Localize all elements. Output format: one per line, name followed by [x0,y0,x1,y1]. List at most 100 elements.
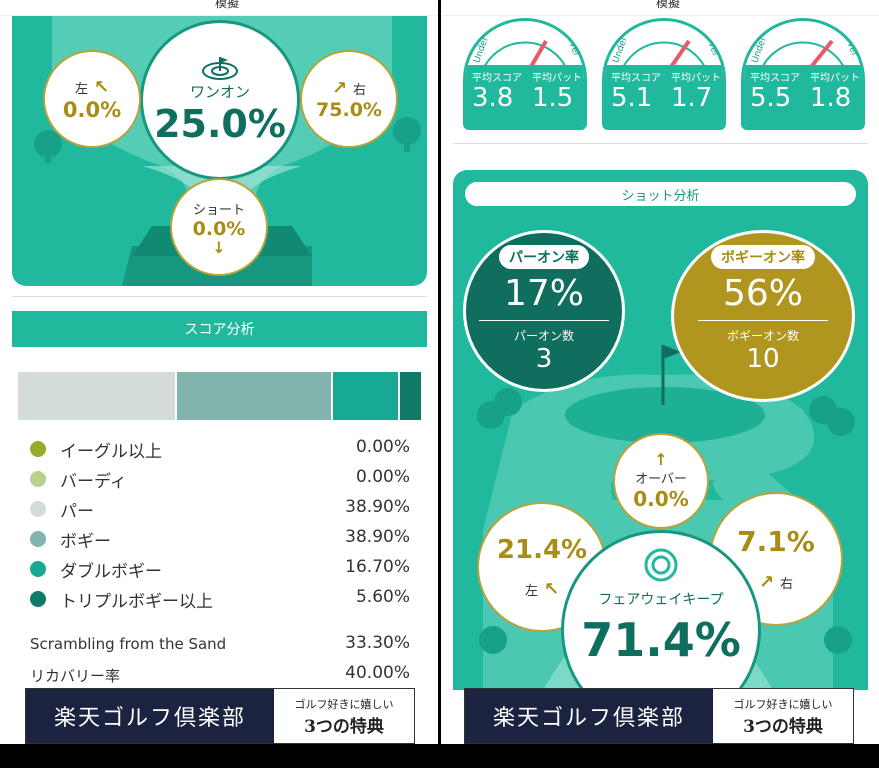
banner-sub-top: ゴルフ好きに嬉しい [294,697,394,711]
right-fairway-miss-label: 右 [780,577,794,592]
par-on-label: パーオン率 [499,245,589,269]
rakuten-golf-banner[interactable]: 楽天ゴルフ倶楽部 ゴルフ好きに嬉しい 3つの特典 [464,688,854,744]
score-item: パー 38.90% [30,497,410,522]
bogey-on-count: 10 [746,344,780,374]
legend-dot [30,561,46,577]
over-miss-circle: ↑ オーバー 0.0% [613,433,709,529]
one-on-label: ワンオン [189,82,250,101]
score-bar-segment [174,372,332,420]
extra-stat-value: 33.30% [345,633,410,653]
over-miss-value: 0.0% [633,486,689,511]
banner-sub-top: ゴルフ好きに嬉しい [733,697,833,711]
score-item-label: トリプルボギー以上 [60,592,213,612]
curve-arrow-right-icon: ↗ [331,77,348,99]
bogey-on-value: 56% [722,273,803,314]
score-section-header: スコア分析 [12,311,427,347]
hole-gauge: Under Over 平均スコア 平均パット 3.8 1.5 [463,18,587,130]
short-miss-circle: ショート 0.0% ↓ [170,178,268,276]
avg-score-label: 平均スコア [750,73,800,84]
par-on-count-label: パーオン数 [513,329,574,343]
short-miss-label: ショート [192,202,245,218]
left-miss-value: 0.0% [62,97,122,122]
score-item-label: ボギー [60,532,111,552]
header-title: 模擬 [215,0,240,10]
score-item-value: 38.90% [345,527,410,547]
short-miss-value: 0.0% [192,217,246,240]
score-item: ダブルボギー 16.70% [30,557,410,582]
score-item: ボギー 38.90% [30,527,410,552]
shot-section-title: ショット分析 [621,188,700,204]
score-bar-segment [18,372,175,420]
avg-score-label: 平均スコア [611,73,661,84]
par-on-count: 3 [535,344,553,374]
score-item-value: 38.90% [345,497,410,517]
score-item-value: 16.70% [345,557,410,577]
legend-dot [30,591,46,607]
avg-putt-value: 1.5 [532,83,574,113]
divider [12,296,427,297]
avg-score-label: 平均スコア [472,73,522,84]
legend-dot [30,471,46,487]
right-miss-label: 右 [353,82,367,98]
left-miss-label: 左 [74,81,88,97]
hole-gauge: Under Over 平均スコア 平均パット 5.1 1.7 [602,18,726,130]
target-icon [644,548,678,582]
right-fairway-miss-circle: 7.1% ↗ 右 [709,492,843,626]
curve-arrow-left-icon: ↖ [93,76,110,98]
extra-stat-label: Scrambling from the Sand [30,635,227,653]
score-item-value: 5.60% [355,587,410,607]
right-miss-value: 75.0% [316,98,382,121]
score-bar-segment [398,372,421,420]
score-item-value: 0.00% [355,437,410,457]
top-bar: 模擬 [0,0,438,16]
bogey-on-circle: ボギーオン率 56% ボギーオン数 10 [671,230,855,402]
left-fairway-miss-value: 21.4% [496,534,588,565]
avg-score-value: 5.1 [611,83,653,113]
banner-sub-bottom: 3つの特典 [743,716,823,737]
score-distribution-bar [18,372,421,420]
one-on-value: 25.0% [154,101,286,146]
one-on-circle: ワンオン 25.0% [140,20,300,180]
legend-dot [30,501,46,517]
extra-stat-item: Scrambling from the Sand 33.30% [30,633,410,657]
extra-stat-value: 40.00% [345,663,410,683]
score-item: イーグル以上 0.00% [30,437,410,462]
score-item: バーディ 0.00% [30,467,410,492]
score-item-label: パー [60,502,94,522]
score-item: トリプルボギー以上 5.60% [30,587,410,612]
extra-stat-item: リカバリー率 40.00% [30,663,410,687]
divider [453,143,868,144]
curve-arrow-left-icon: ↖ [543,578,560,600]
avg-putt-value: 1.7 [671,83,713,113]
avg-score-value: 3.8 [472,83,514,113]
banner-main-text: 楽天ゴルフ倶楽部 [26,689,274,743]
par-on-circle: パーオン率 17% パーオン数 3 [463,230,625,392]
rakuten-golf-banner[interactable]: 楽天ゴルフ倶楽部 ゴルフ好きに嬉しい 3つの特典 [25,688,415,744]
left-fairway-miss-label: 左 [524,583,538,599]
banner-main-text: 楽天ゴルフ倶楽部 [465,689,713,743]
score-bar-segment [331,372,399,420]
score-item-label: ダブルボギー [60,562,162,582]
left-miss-circle: 左 ↖ 0.0% [43,50,141,148]
shot-section-header: ショット分析 [465,182,856,206]
hole-gauge: Under Over 平均スコア 平均パット 5.5 1.8 [741,18,865,130]
score-item-value: 0.00% [355,467,410,487]
header-title: 模擬 [656,0,681,10]
avg-putt-label: 平均パット [671,73,721,84]
arrow-down-icon: ↓ [212,237,226,257]
par-on-value: 17% [503,273,584,314]
extra-stat-label: リカバリー率 [30,667,121,685]
right-panel: 模擬 Under Over 平均スコア 平均パット 3.8 1.5 Under Over 平均ス… [441,0,879,744]
top-bar: 模擬 [441,0,879,16]
avg-putt-label: 平均パット [810,73,860,84]
left-panel: 模擬 ワンオン 25.0% 左 ↖ 0.0% ↗ 右 [0,0,438,744]
avg-score-value: 5.5 [750,83,792,113]
legend-dot [30,441,46,457]
legend-dot [30,531,46,547]
fairway-keep-label: フェアウェイキープ [598,592,724,608]
bogey-on-count-label: ボギーオン数 [726,329,799,343]
fairway-keep-value: 71.4% [581,613,741,667]
banner-sub-bottom: 3つの特典 [304,716,384,737]
curve-arrow-right-icon: ↗ [758,572,775,593]
over-miss-label: オーバー [635,471,687,487]
